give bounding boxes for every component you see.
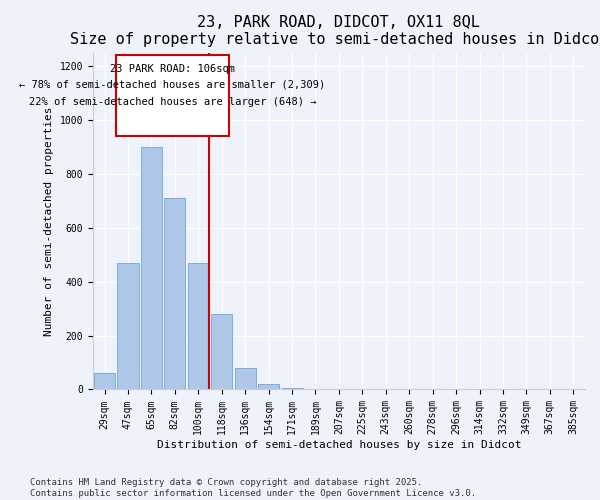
Text: 23 PARK ROAD: 106sqm: 23 PARK ROAD: 106sqm [110, 64, 235, 74]
Bar [164, 198, 185, 390]
Text: 22% of semi-detached houses are larger (648) →: 22% of semi-detached houses are larger (… [29, 97, 316, 107]
Bar [118, 263, 139, 390]
Bar [281, 388, 302, 390]
Bar [94, 374, 115, 390]
Y-axis label: Number of semi-detached properties: Number of semi-detached properties [44, 106, 54, 336]
Bar [258, 384, 279, 390]
FancyBboxPatch shape [116, 56, 229, 136]
Text: ← 78% of semi-detached houses are smaller (2,309): ← 78% of semi-detached houses are smalle… [19, 80, 326, 90]
Bar [305, 389, 326, 390]
Text: Contains HM Land Registry data © Crown copyright and database right 2025.
Contai: Contains HM Land Registry data © Crown c… [30, 478, 476, 498]
Bar [235, 368, 256, 390]
Title: 23, PARK ROAD, DIDCOT, OX11 8QL
Size of property relative to semi-detached house: 23, PARK ROAD, DIDCOT, OX11 8QL Size of … [70, 15, 600, 48]
Bar [188, 263, 209, 390]
Bar [211, 314, 232, 390]
Bar [141, 147, 162, 390]
X-axis label: Distribution of semi-detached houses by size in Didcot: Distribution of semi-detached houses by … [157, 440, 521, 450]
